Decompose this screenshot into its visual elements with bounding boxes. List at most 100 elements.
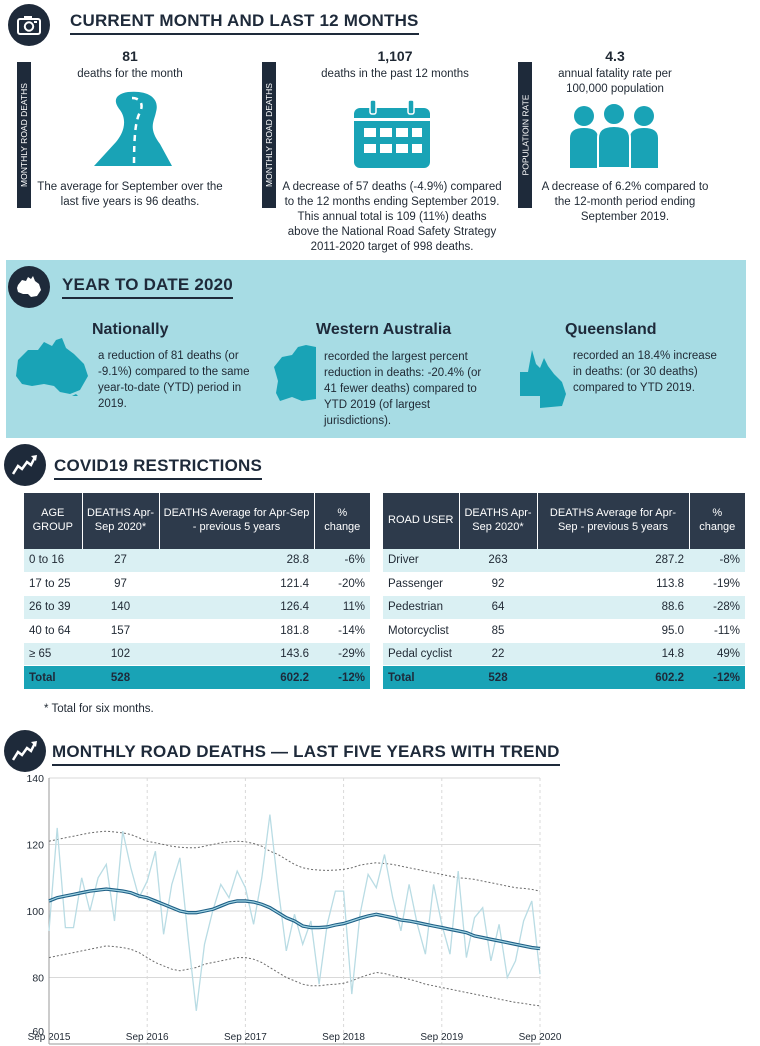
table-cell: -29% <box>314 642 370 667</box>
table-cell: 88.6 <box>537 595 689 620</box>
age-group-table: AGE GROUP DEATHS Apr-Sep 2020* DEATHS Av… <box>24 493 370 690</box>
table-cell: 97 <box>82 572 159 597</box>
y-tick-label: 100 <box>26 906 44 918</box>
trend-chart-icon <box>4 444 46 486</box>
table-row: 40 to 64 157 181.8 -14% <box>24 619 370 644</box>
region-title-qld: Queensland <box>565 321 657 338</box>
table-cell: 22 <box>459 642 537 667</box>
table-total-cell: 528 <box>459 665 537 690</box>
stat-note-12-months: A decrease of 57 deaths (-4.9%) compared… <box>282 181 502 253</box>
table-row: Motorcyclist 85 95.0 -11% <box>383 619 745 644</box>
australia-map-icon <box>8 266 50 308</box>
table-total-cell: 602.2 <box>159 665 314 690</box>
table-cell: 95.0 <box>537 619 689 644</box>
stat-caption-month: deaths for the month <box>77 68 183 80</box>
region-text-qld: recorded an 18.4% increase in deaths: (o… <box>573 350 717 395</box>
region-text-wa: recorded the largest percent reduction i… <box>324 351 482 428</box>
trend-line-outline <box>48 887 541 951</box>
table-cell: 28.8 <box>159 549 314 573</box>
section-title-covid: COVID19 RESTRICTIONS <box>54 456 263 480</box>
col-header-pct-change: % change <box>689 493 745 549</box>
region-text-national: a reduction of 81 deaths (or -9.1%) comp… <box>98 350 250 411</box>
table-cell: 0 to 16 <box>24 549 82 573</box>
road-icon <box>88 88 178 173</box>
stat-value-12-months: 1,107 <box>377 48 413 64</box>
trend-chart-icon-2 <box>4 730 46 772</box>
table-total-cell: -12% <box>689 665 745 690</box>
western-australia-map-icon <box>272 345 318 408</box>
upper-band-line <box>48 830 541 892</box>
table-total-cell: Total <box>24 665 82 690</box>
table-cell: 27 <box>82 549 159 573</box>
table-row: Passenger 92 113.8 -19% <box>383 572 745 597</box>
australia-map-icon-national <box>14 338 94 401</box>
side-label-population-rate: POPULATIOIN RATE <box>518 62 532 208</box>
col-header-deaths-avg: DEATHS Average for Apr-Sep - previous 5 … <box>537 493 690 549</box>
section-title-ytd: YEAR TO DATE 2020 <box>62 275 233 299</box>
table-total-cell: 528 <box>82 665 159 690</box>
table-cell: Motorcyclist <box>383 619 459 644</box>
stat-note-rate: A decrease of 6.2% compared to the 12-mo… <box>541 181 709 223</box>
camera-icon <box>8 4 50 46</box>
table-total-row: Total 528 602.2 -12% <box>24 665 370 690</box>
table-cell: 26 to 39 <box>24 595 82 620</box>
table-total-cell: -12% <box>314 665 370 690</box>
table-footnote: * Total for six months. <box>44 703 154 715</box>
stat-caption-12-months: deaths in the past 12 months <box>321 68 469 80</box>
calendar-icon <box>352 99 432 175</box>
stat-value-month: 81 <box>122 48 138 64</box>
table-row: 17 to 25 97 121.4 -20% <box>24 572 370 597</box>
x-tick-label: Sep 2017 <box>224 1032 267 1043</box>
table-cell: Driver <box>383 549 459 573</box>
table-row: 0 to 16 27 28.8 -6% <box>24 549 370 573</box>
table-cell: 287.2 <box>537 549 689 573</box>
y-tick-label: 60 <box>32 1026 44 1038</box>
col-header-pct-change: % change <box>314 493 370 549</box>
x-tick-label: Sep 2018 <box>322 1032 365 1043</box>
section-title-monthly-chart: MONTHLY ROAD DEATHS — LAST FIVE YEARS WI… <box>52 742 560 766</box>
y-tick-label: 120 <box>26 840 44 852</box>
table-cell: 102 <box>82 642 159 667</box>
table-cell: 17 to 25 <box>24 572 82 597</box>
table-cell: -6% <box>314 549 370 573</box>
table-row: Pedestrian 64 88.6 -28% <box>383 595 745 620</box>
x-tick-label: Sep 2019 <box>420 1032 463 1043</box>
table-cell: 126.4 <box>159 595 314 620</box>
col-header-deaths-avg: DEATHS Average for Apr-Sep - previous 5 … <box>159 493 315 549</box>
stat-value-rate: 4.3 <box>605 48 625 64</box>
queensland-map-icon <box>518 350 568 413</box>
x-tick-label: Sep 2016 <box>126 1032 169 1043</box>
table-cell: 181.8 <box>159 619 314 644</box>
table-cell: 49% <box>689 642 745 667</box>
side-label-monthly-deaths: MONTHLY ROAD DEATHS <box>17 62 31 208</box>
x-tick-label: Sep 2020 <box>519 1032 562 1043</box>
ytd-panel <box>6 260 746 438</box>
table-row: ≥ 65 102 143.6 -29% <box>24 642 370 667</box>
road-user-table: ROAD USER DEATHS Apr-Sep 2020* DEATHS Av… <box>383 493 745 690</box>
table-cell: ≥ 65 <box>24 642 82 667</box>
table-cell: 113.8 <box>537 572 689 597</box>
stat-note-month: The average for September over the last … <box>37 181 223 208</box>
table-cell: -14% <box>314 619 370 644</box>
table-cell: -11% <box>689 619 745 644</box>
col-header-deaths-2020: DEATHS Apr-Sep 2020* <box>82 493 160 549</box>
table-cell: 263 <box>459 549 537 573</box>
table-cell: 121.4 <box>159 572 314 597</box>
table-total-cell: 602.2 <box>537 665 689 690</box>
table-cell: -19% <box>689 572 745 597</box>
table-row: Driver 263 287.2 -8% <box>383 549 745 573</box>
table-cell: 92 <box>459 572 537 597</box>
table-cell: 64 <box>459 595 537 620</box>
col-header-age-group: AGE GROUP <box>24 493 83 549</box>
y-tick-label: 140 <box>26 773 44 785</box>
section-title-current-month: CURRENT MONTH AND LAST 12 MONTHS <box>70 11 419 35</box>
col-header-road-user: ROAD USER <box>383 493 460 549</box>
table-cell: 143.6 <box>159 642 314 667</box>
y-tick-label: 80 <box>32 973 44 985</box>
region-title-wa: Western Australia <box>316 321 452 338</box>
side-label-monthly-deaths-2: MONTHLY ROAD DEATHS <box>262 62 276 208</box>
col-header-deaths-2020: DEATHS Apr-Sep 2020* <box>459 493 538 549</box>
table-cell: 157 <box>82 619 159 644</box>
region-title-national: Nationally <box>92 321 169 338</box>
